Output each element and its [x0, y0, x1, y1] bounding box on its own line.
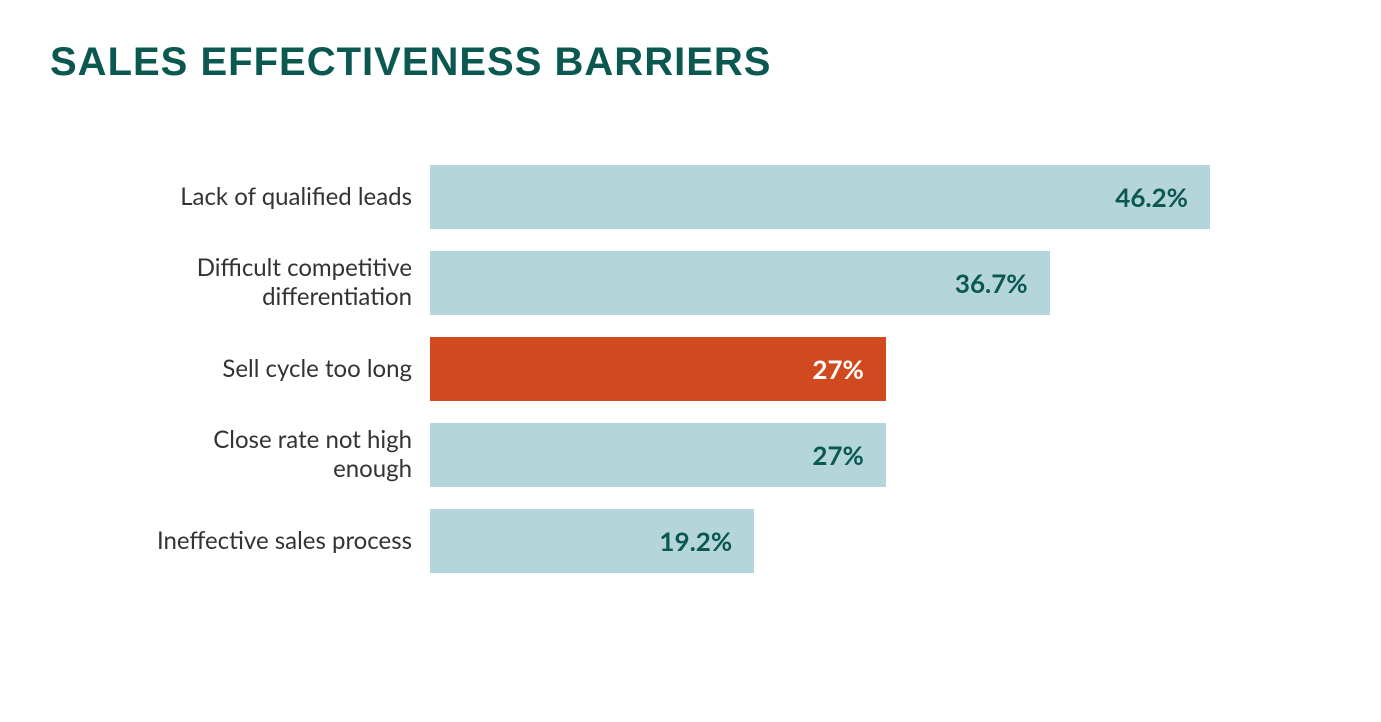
bar: 19.2% — [430, 509, 754, 573]
bar-value: 27% — [812, 353, 863, 385]
bar-chart: Lack of qualified leads 46.2% Difficult … — [50, 165, 1331, 573]
bar-row: Ineffective sales process 19.2% — [150, 509, 1331, 573]
bar-value: 46.2% — [1115, 181, 1188, 213]
bar-label: Sell cycle too long — [150, 355, 430, 384]
bar-row: Close rate not high enough 27% — [150, 423, 1331, 487]
bar-track: 27% — [430, 337, 1210, 401]
chart-title: SALES EFFECTIVENESS BARRIERS — [50, 40, 1331, 85]
bar-label: Lack of qualified leads — [150, 183, 430, 212]
bar-row: Difficult competitive differentiation 36… — [150, 251, 1331, 315]
bar-row: Lack of qualified leads 46.2% — [150, 165, 1331, 229]
bar-track: 19.2% — [430, 509, 1210, 573]
bar: 46.2% — [430, 165, 1210, 229]
bar-value: 36.7% — [955, 267, 1028, 299]
bar: 27% — [430, 337, 886, 401]
bar-track: 27% — [430, 423, 1210, 487]
bar-track: 46.2% — [430, 165, 1210, 229]
bar-value: 27% — [812, 439, 863, 471]
bar-label: Ineffective sales process — [150, 527, 430, 556]
bar-label: Difficult competitive differentiation — [150, 254, 430, 312]
bar-row: Sell cycle too long 27% — [150, 337, 1331, 401]
bar-track: 36.7% — [430, 251, 1210, 315]
bar: 27% — [430, 423, 886, 487]
bar-value: 19.2% — [659, 525, 732, 557]
bar: 36.7% — [430, 251, 1050, 315]
bar-label: Close rate not high enough — [150, 426, 430, 484]
